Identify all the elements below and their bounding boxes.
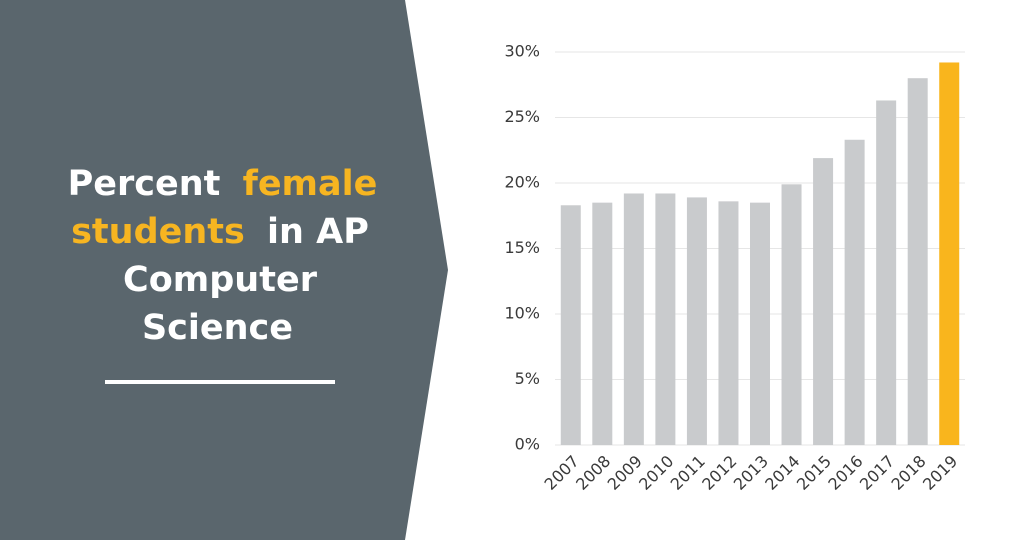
title-segment: in AP Computer Science xyxy=(123,212,369,348)
bar xyxy=(560,205,581,445)
x-tick-label: 2012 xyxy=(698,452,740,494)
bar xyxy=(718,201,739,445)
chart-title: Percent female students in AP Computer S… xyxy=(40,160,400,352)
x-tick-label: 2008 xyxy=(572,452,614,494)
bar xyxy=(939,62,960,445)
bar xyxy=(907,78,928,445)
y-tick-label: 15% xyxy=(504,238,540,257)
y-tick-label: 25% xyxy=(504,107,540,126)
title-panel xyxy=(0,0,448,540)
bar xyxy=(750,202,770,445)
x-tick-label: 2015 xyxy=(793,452,835,494)
y-tick-label: 10% xyxy=(504,304,540,323)
x-tick-label: 2016 xyxy=(824,452,866,494)
y-tick-label: 20% xyxy=(504,173,540,192)
x-tick-label: 2018 xyxy=(887,452,929,494)
y-tick-label: 30% xyxy=(504,42,540,61)
x-tick-label: 2009 xyxy=(604,452,646,494)
bar xyxy=(781,184,802,445)
y-tick-label: 0% xyxy=(515,435,540,454)
title-segment: female students xyxy=(71,164,378,252)
x-tick-label: 2011 xyxy=(667,452,709,494)
x-tick-label: 2007 xyxy=(541,452,583,494)
x-tick-label: 2017 xyxy=(856,452,898,494)
bar xyxy=(686,197,707,445)
bar xyxy=(844,139,865,445)
y-tick-label: 5% xyxy=(515,369,540,388)
bar xyxy=(655,193,676,445)
x-tick-label: 2019 xyxy=(919,452,961,494)
bar xyxy=(592,202,613,445)
x-tick-label: 2010 xyxy=(635,452,677,494)
x-tick-label: 2013 xyxy=(730,452,772,494)
title-segment: Percent xyxy=(67,164,221,204)
bar xyxy=(876,100,897,445)
x-tick-label: 2014 xyxy=(761,452,803,494)
bar xyxy=(623,193,644,445)
bar xyxy=(813,158,834,446)
